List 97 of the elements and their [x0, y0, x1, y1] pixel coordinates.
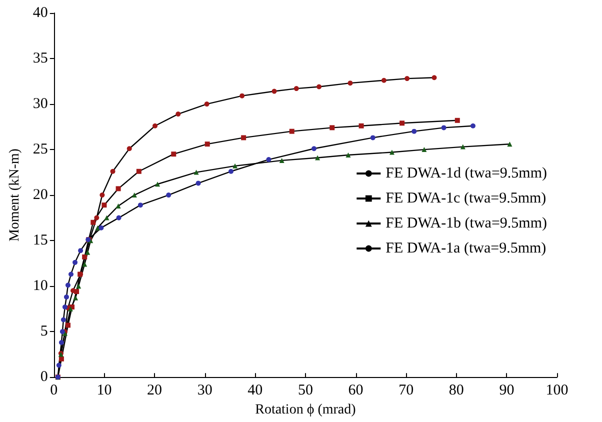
point: [232, 163, 238, 168]
point: [116, 215, 122, 220]
point: [330, 125, 335, 130]
point: [171, 152, 176, 157]
point: [312, 146, 317, 152]
point: [65, 322, 70, 328]
x-tick-label: 10: [96, 382, 112, 399]
point: [155, 182, 160, 187]
point: [126, 146, 132, 152]
x-tick-label: 60: [348, 382, 364, 399]
point: [73, 295, 78, 300]
point: [56, 362, 62, 368]
point: [64, 294, 69, 300]
point: [294, 86, 299, 92]
point: [412, 128, 417, 134]
x-tick-label: 80: [448, 382, 464, 399]
point: [60, 329, 65, 334]
point: [272, 88, 277, 94]
point: [132, 192, 137, 198]
point: [110, 168, 116, 174]
point: [470, 123, 476, 128]
point: [65, 282, 70, 288]
point: [196, 180, 201, 186]
point: [194, 170, 199, 175]
point: [348, 80, 353, 86]
point: [62, 304, 68, 310]
point: [58, 340, 64, 346]
legend-label: FE DWA-1a (twa=9.5mm): [386, 240, 546, 256]
point: [85, 250, 90, 255]
point: [176, 112, 181, 117]
point: [104, 215, 110, 220]
point: [240, 93, 245, 98]
y-tick-label: 10: [32, 278, 48, 294]
point: [166, 192, 172, 198]
point: [241, 135, 246, 140]
point: [315, 155, 320, 160]
point: [316, 84, 322, 90]
point: [454, 118, 460, 123]
point: [68, 272, 74, 277]
point: [404, 76, 410, 82]
x-tick-label: 100: [546, 382, 568, 399]
point: [78, 248, 84, 254]
point: [116, 203, 121, 208]
point: [60, 317, 66, 322]
point: [82, 254, 88, 260]
point: [381, 78, 386, 83]
point: [422, 147, 427, 152]
point: [204, 102, 210, 107]
point: [90, 220, 96, 225]
point: [58, 356, 64, 362]
point: [358, 123, 364, 128]
y-tick-label: 40: [32, 5, 48, 21]
point: [460, 144, 466, 150]
point: [102, 202, 107, 208]
point: [507, 142, 512, 147]
legend-label: FE DWA-1d (twa=9.5mm): [386, 166, 548, 182]
y-tick-label: 0: [40, 369, 48, 386]
y-tick-label: 25: [32, 142, 48, 158]
x-tick-label: 90: [499, 382, 514, 399]
y-axis-title: Moment (kN-m): [8, 148, 22, 242]
point: [289, 128, 294, 134]
point: [346, 152, 351, 158]
x-tick-label: 30: [197, 382, 212, 399]
point: [76, 284, 82, 289]
legend-label: FE DWA-1b (twa=9.5mm): [386, 216, 548, 232]
y-tick-label: 20: [32, 187, 48, 204]
point: [138, 202, 143, 208]
point: [441, 125, 446, 130]
point: [100, 192, 105, 198]
point: [95, 225, 100, 230]
point: [204, 142, 210, 147]
x-axis-title: Rotation ϕ (mrad): [255, 402, 356, 418]
x-tick-label: 0: [50, 382, 58, 399]
point: [116, 186, 121, 192]
x-tick-label: 20: [147, 382, 162, 399]
point: [279, 158, 284, 163]
point: [432, 75, 437, 80]
point: [389, 150, 394, 155]
y-tick-label: 5: [40, 324, 48, 340]
point: [136, 168, 142, 174]
point: [266, 157, 272, 162]
x-tick-label: 40: [248, 382, 263, 399]
point: [98, 225, 104, 230]
point: [228, 168, 234, 174]
point: [72, 260, 78, 265]
x-tick-label: 70: [398, 382, 414, 399]
legend-label: FE DWA-1c (twa=9.5mm): [386, 190, 546, 206]
y-tick-label: 35: [32, 50, 48, 67]
point: [82, 262, 88, 267]
point: [94, 215, 100, 220]
point: [370, 135, 376, 140]
x-tick-label: 50: [298, 382, 313, 399]
point: [152, 123, 158, 128]
y-tick-label: 30: [32, 96, 48, 112]
point: [74, 289, 80, 294]
point: [400, 120, 405, 126]
y-tick-label: 15: [32, 232, 48, 249]
